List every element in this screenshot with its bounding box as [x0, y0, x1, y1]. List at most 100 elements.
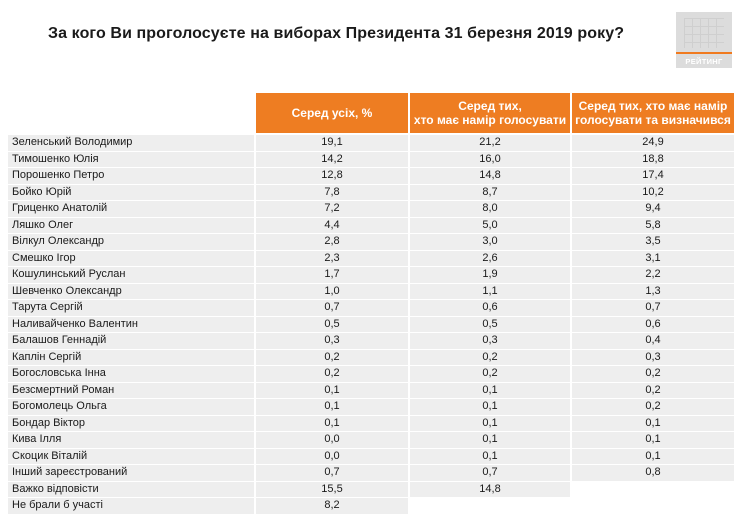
logo-accent-line — [676, 52, 732, 54]
row-value-all: 1,7 — [256, 267, 408, 284]
row-value-decided: 0,2 — [572, 399, 734, 416]
row-value-all: 0,0 — [256, 448, 408, 465]
row-candidate-name: Шевченко Олександр — [8, 283, 254, 300]
row-value-all: 8,2 — [256, 498, 408, 515]
row-value-decided: 18,8 — [572, 151, 734, 168]
row-value-decided: 0,1 — [572, 448, 734, 465]
row-value-all: 19,1 — [256, 135, 408, 152]
row-value-voters: 0,3 — [410, 333, 570, 350]
row-candidate-name: Безсмертний Роман — [8, 382, 254, 399]
row-value-voters: 16,0 — [410, 151, 570, 168]
rating-logo: РЕЙТИНГ — [676, 12, 732, 68]
row-candidate-name: Балашов Геннадій — [8, 333, 254, 350]
row-candidate-name: Кошулинський Руслан — [8, 267, 254, 284]
row-value-voters: 2,6 — [410, 250, 570, 267]
logo-grid-icon — [684, 18, 724, 48]
row-value-voters: 0,1 — [410, 382, 570, 399]
row-value-all: 0,7 — [256, 465, 408, 482]
header-blank — [8, 93, 254, 133]
row-value-all: 12,8 — [256, 168, 408, 185]
row-candidate-name: Тимошенко Юлія — [8, 151, 254, 168]
row-value-voters: 1,1 — [410, 283, 570, 300]
logo-text: РЕЙТИНГ — [685, 57, 723, 66]
row-candidate-name: Каплін Сергій — [8, 349, 254, 366]
row-value-voters: 14,8 — [410, 168, 570, 185]
row-value-voters: 8,0 — [410, 201, 570, 218]
row-value-all: 14,2 — [256, 151, 408, 168]
row-value-decided: 1,3 — [572, 283, 734, 300]
row-value-all: 7,2 — [256, 201, 408, 218]
row-candidate-name: Скоцик Віталій — [8, 448, 254, 465]
row-value-all: 0,1 — [256, 382, 408, 399]
row-value-decided: 0,2 — [572, 366, 734, 383]
row-value-voters — [410, 498, 570, 515]
row-value-decided: 0,1 — [572, 432, 734, 449]
row-value-voters: 0,2 — [410, 366, 570, 383]
row-value-decided: 9,4 — [572, 201, 734, 218]
row-value-all: 7,8 — [256, 184, 408, 201]
row-value-voters: 1,9 — [410, 267, 570, 284]
row-value-all: 0,7 — [256, 300, 408, 317]
row-value-decided: 10,2 — [572, 184, 734, 201]
row-value-all: 0,1 — [256, 415, 408, 432]
row-candidate-name: Бойко Юрій — [8, 184, 254, 201]
row-value-decided: 0,8 — [572, 465, 734, 482]
row-candidate-name: Наливайченко Валентин — [8, 316, 254, 333]
results-table: Серед усіх, % Серед тих, хто має намір г… — [8, 93, 734, 515]
row-value-all: 0,2 — [256, 349, 408, 366]
row-value-voters: 0,5 — [410, 316, 570, 333]
row-value-voters: 0,6 — [410, 300, 570, 317]
row-value-voters: 0,1 — [410, 448, 570, 465]
row-value-decided — [572, 498, 734, 515]
row-candidate-name: Порошенко Петро — [8, 168, 254, 185]
row-value-voters: 0,2 — [410, 349, 570, 366]
row-candidate-name: Не брали б участі — [8, 498, 254, 515]
row-value-voters: 0,1 — [410, 415, 570, 432]
row-value-voters: 0,1 — [410, 399, 570, 416]
row-value-decided: 24,9 — [572, 135, 734, 152]
row-value-decided: 5,8 — [572, 217, 734, 234]
row-value-decided: 0,4 — [572, 333, 734, 350]
row-value-voters: 0,1 — [410, 432, 570, 449]
row-candidate-name: Смешко Ігор — [8, 250, 254, 267]
row-candidate-name: Інший зареєстрований — [8, 465, 254, 482]
row-value-all: 2,3 — [256, 250, 408, 267]
page-title: За кого Ви проголосуєте на виборах Прези… — [48, 25, 625, 42]
row-value-all: 1,0 — [256, 283, 408, 300]
row-candidate-name: Богомолець Ольга — [8, 399, 254, 416]
row-candidate-name: Гриценко Анатолій — [8, 201, 254, 218]
row-value-voters: 5,0 — [410, 217, 570, 234]
row-value-decided: 0,7 — [572, 300, 734, 317]
row-value-decided: 0,6 — [572, 316, 734, 333]
row-value-all: 0,2 — [256, 366, 408, 383]
row-value-decided: 3,5 — [572, 234, 734, 251]
row-candidate-name: Тарута Сергій — [8, 300, 254, 317]
row-candidate-name: Кива Ілля — [8, 432, 254, 449]
row-candidate-name: Зеленський Володимир — [8, 135, 254, 152]
row-value-decided: 2,2 — [572, 267, 734, 284]
row-value-voters: 3,0 — [410, 234, 570, 251]
row-value-voters: 8,7 — [410, 184, 570, 201]
column-header-voters: Серед тих, хто має намір голосувати — [410, 93, 570, 133]
row-value-voters: 14,8 — [410, 481, 570, 498]
row-value-all: 0,5 — [256, 316, 408, 333]
row-value-decided: 17,4 — [572, 168, 734, 185]
row-value-decided: 3,1 — [572, 250, 734, 267]
row-candidate-name: Важко відповісти — [8, 481, 254, 498]
row-value-decided — [572, 482, 734, 498]
row-value-voters: 21,2 — [410, 135, 570, 152]
row-candidate-name: Ляшко Олег — [8, 217, 254, 234]
column-header-all: Серед усіх, % — [256, 93, 408, 133]
row-value-all: 0,1 — [256, 399, 408, 416]
row-candidate-name: Вілкул Олександр — [8, 234, 254, 251]
row-candidate-name: Богословська Інна — [8, 366, 254, 383]
row-value-all: 0,0 — [256, 432, 408, 449]
row-value-voters: 0,7 — [410, 465, 570, 482]
row-value-all: 15,5 — [256, 481, 408, 498]
row-value-all: 0,3 — [256, 333, 408, 350]
row-candidate-name: Бондар Віктор — [8, 415, 254, 432]
row-value-all: 4,4 — [256, 217, 408, 234]
row-value-decided: 0,1 — [572, 415, 734, 432]
row-value-all: 2,8 — [256, 234, 408, 251]
row-value-decided: 0,3 — [572, 349, 734, 366]
